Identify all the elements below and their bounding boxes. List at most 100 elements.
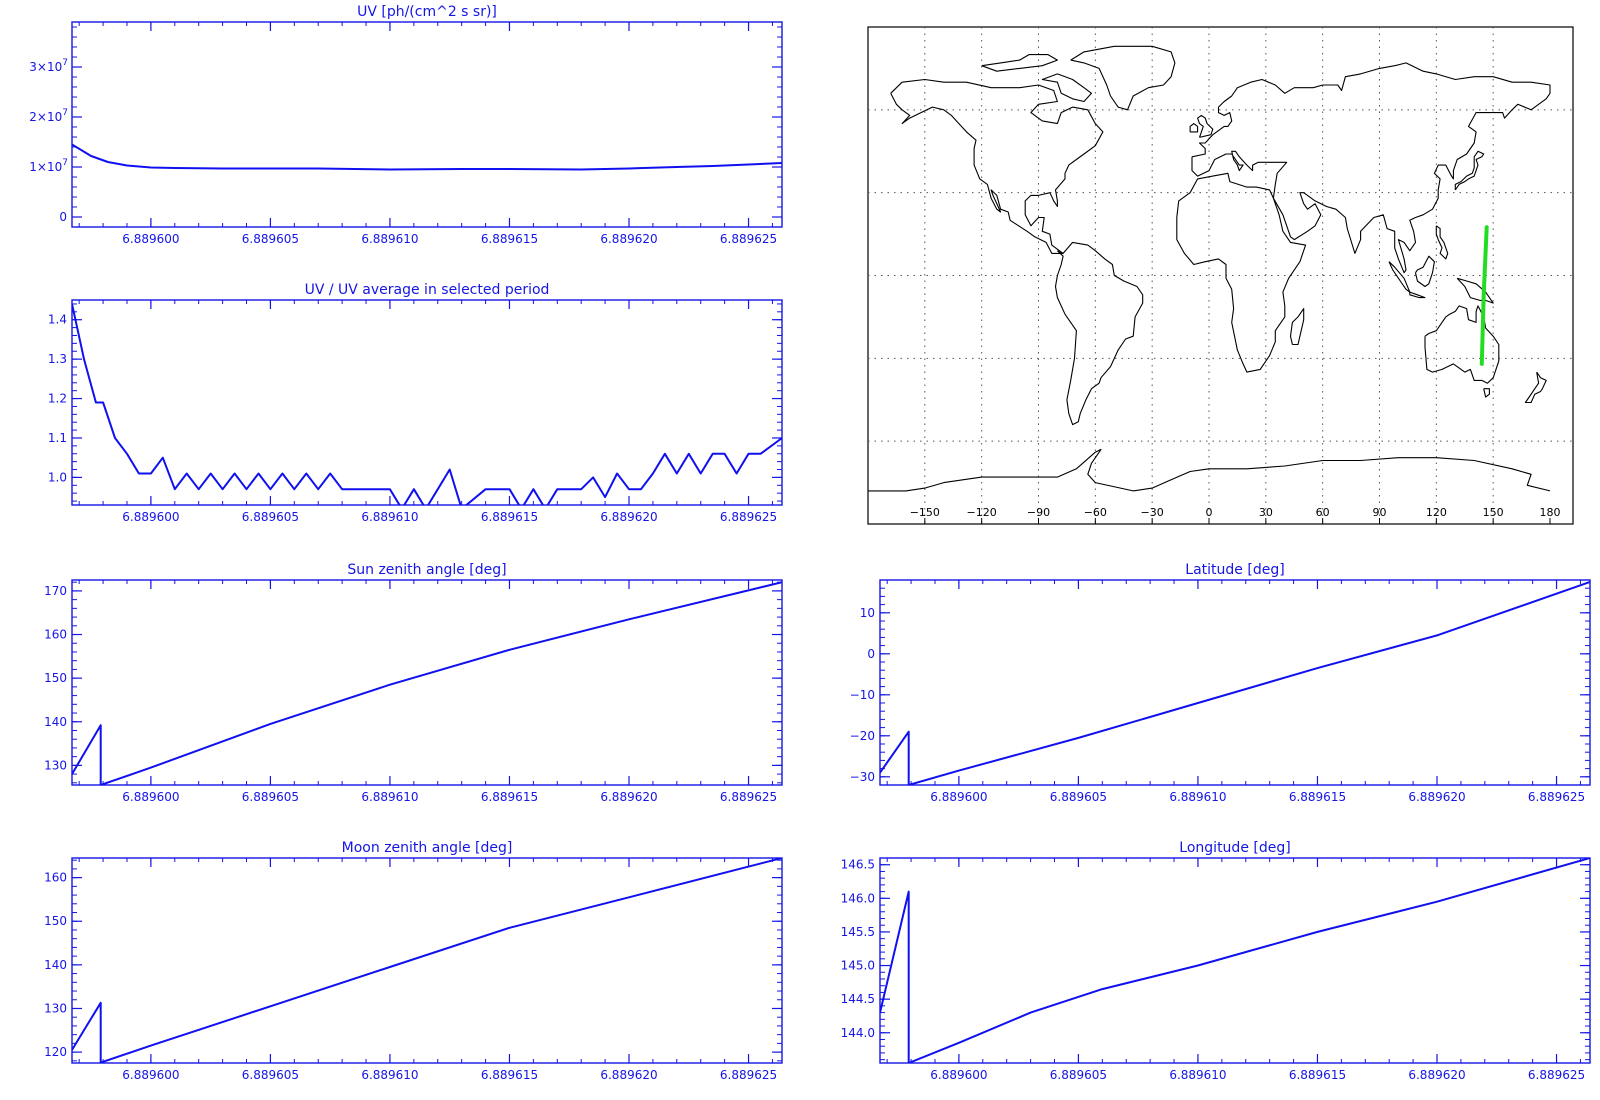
x-tick-label: 6.889600	[122, 232, 179, 246]
y-tick-label: 145.0	[841, 959, 875, 973]
y-tick-label: 160	[44, 871, 67, 885]
lon-tick-label: −30	[1141, 506, 1164, 519]
x-tick-label: 6.889615	[481, 790, 538, 804]
x-tick-label: 6.889610	[361, 510, 418, 524]
coastlines	[868, 45, 1551, 492]
x-tick-label: 6.889615	[481, 232, 538, 246]
philippines-coastline	[1435, 225, 1449, 260]
x-tick-label: 6.889600	[122, 510, 179, 524]
y-tick-label: 1×107	[29, 158, 68, 174]
x-tick-label: 6.889605	[242, 510, 299, 524]
africa-coastline	[1176, 172, 1307, 373]
chart-uv: UV [ph/(cm^2 s sr)] 6.889600 6.889605 6.889…	[29, 4, 783, 246]
antarctica-coastline	[868, 448, 1551, 492]
chart-moon-zenith: Moon zenith angle [deg] 6.889600 6.889605 6…	[44, 840, 783, 1082]
series-line	[72, 858, 782, 1063]
lon-tick-label: 120	[1426, 506, 1447, 519]
chart-title: Longitude [deg]	[1179, 840, 1290, 856]
lon-tick-label: 90	[1373, 506, 1387, 519]
lon-tick-label: −60	[1084, 506, 1107, 519]
ireland-coastline	[1189, 123, 1199, 133]
y-tick-label: 0	[867, 647, 875, 661]
y-tick-label: −20	[850, 729, 875, 743]
x-tick-label: 6.889620	[600, 510, 657, 524]
lon-tick-label: 150	[1483, 506, 1504, 519]
plot-frame	[71, 579, 783, 786]
y-tick-label: 170	[44, 584, 67, 598]
java-coastline	[1409, 291, 1426, 299]
y-tick-label: 130	[44, 1001, 67, 1015]
lon-tick-label: −150	[910, 506, 940, 519]
y-tick-label: 160	[44, 628, 67, 642]
baffin-island-coastline	[1041, 73, 1093, 103]
y-tick-label: 144.5	[841, 992, 875, 1006]
ground-track-line	[1479, 225, 1489, 366]
chart-title: Moon zenith angle [deg]	[342, 840, 513, 856]
australia-coastline	[1424, 305, 1500, 384]
x-tick-label: 6.889610	[1169, 1068, 1226, 1082]
series-line	[72, 303, 782, 505]
chart-sun-zenith: Sun zenith angle [deg] 6.889600 6.889605 6.…	[44, 562, 783, 804]
y-tick-label: 1.2	[48, 392, 67, 406]
y-tick-label: −30	[850, 770, 875, 784]
series-line	[72, 581, 782, 785]
y-tick-label: 140	[44, 958, 67, 972]
chart-longitude: Longitude [deg] 6.889600 6.889605 6.889610 6…	[841, 840, 1591, 1082]
chart-latitude: Latitude [deg] 6.889600 6.889605 6.889610 6.…	[850, 562, 1591, 804]
x-tick-label: 6.889625	[720, 1068, 777, 1082]
chart-title: UV / UV average in selected period	[305, 282, 550, 298]
x-tick-label: 6.889610	[361, 232, 418, 246]
lon-tick-label: 30	[1259, 506, 1273, 519]
x-tick-label: 6.889620	[600, 790, 657, 804]
chart-uv-ratio: UV / UV average in selected period 6.8896…	[48, 282, 783, 524]
x-tick-label: 6.889605	[242, 232, 299, 246]
plot-frame	[71, 299, 783, 506]
lon-tick-label: 60	[1316, 506, 1330, 519]
y-tick-label: 146.5	[841, 858, 875, 872]
y-tick-label: 120	[44, 1045, 67, 1059]
series-line	[72, 143, 782, 171]
x-tick-label: 6.889620	[1408, 1068, 1465, 1082]
y-tick-label: 144.0	[841, 1026, 875, 1040]
y-tick-label: 10	[860, 606, 875, 620]
new-zealand-coastline	[1524, 371, 1547, 404]
y-tick-label: 1.4	[48, 313, 67, 327]
x-tick-label: 6.889605	[1050, 1068, 1107, 1082]
x-tick-label: 6.889600	[930, 1068, 987, 1082]
y-tick-label: 146.0	[841, 891, 875, 905]
y-tick-label: 150	[44, 914, 67, 928]
plot-frame	[71, 21, 783, 228]
y-tick-label: 1.1	[48, 431, 67, 445]
x-tick-label: 6.889625	[1528, 790, 1585, 804]
y-tick-label: 3×107	[29, 58, 68, 74]
x-tick-label: 6.889625	[1528, 1068, 1585, 1082]
y-tick-label: 140	[44, 715, 67, 729]
greenland-coastline	[1070, 45, 1176, 111]
plot-frame	[71, 857, 783, 1064]
plot-frame	[879, 857, 1591, 1064]
y-tick-label: 2×107	[29, 108, 68, 124]
x-tick-label: 6.889610	[361, 790, 418, 804]
lon-tick-label: 0	[1206, 506, 1213, 519]
y-tick-label: 145.5	[841, 925, 875, 939]
x-tick-label: 6.889605	[242, 1068, 299, 1082]
great-britain-coastline	[1197, 114, 1214, 138]
series-line	[880, 858, 1590, 1063]
x-tick-label: 6.889615	[481, 510, 538, 524]
lon-tick-label: 180	[1540, 506, 1561, 519]
x-tick-label: 6.889625	[720, 232, 777, 246]
x-tick-label: 6.889600	[930, 790, 987, 804]
x-tick-label: 6.889615	[481, 1068, 538, 1082]
tasmania-coastline	[1483, 388, 1490, 398]
lon-tick-label: −90	[1027, 506, 1050, 519]
y-tick-label: −10	[850, 688, 875, 702]
x-tick-label: 6.889600	[122, 1068, 179, 1082]
sumatra-coastline	[1388, 261, 1411, 293]
borneo-coastline	[1414, 255, 1435, 288]
y-tick-label: 1.0	[48, 470, 67, 484]
x-tick-label: 6.889625	[720, 790, 777, 804]
lon-tick-label: −120	[967, 506, 997, 519]
arctic-islands-coastline	[981, 54, 1058, 72]
x-tick-label: 6.889600	[122, 790, 179, 804]
x-tick-label: 6.889620	[1408, 790, 1465, 804]
